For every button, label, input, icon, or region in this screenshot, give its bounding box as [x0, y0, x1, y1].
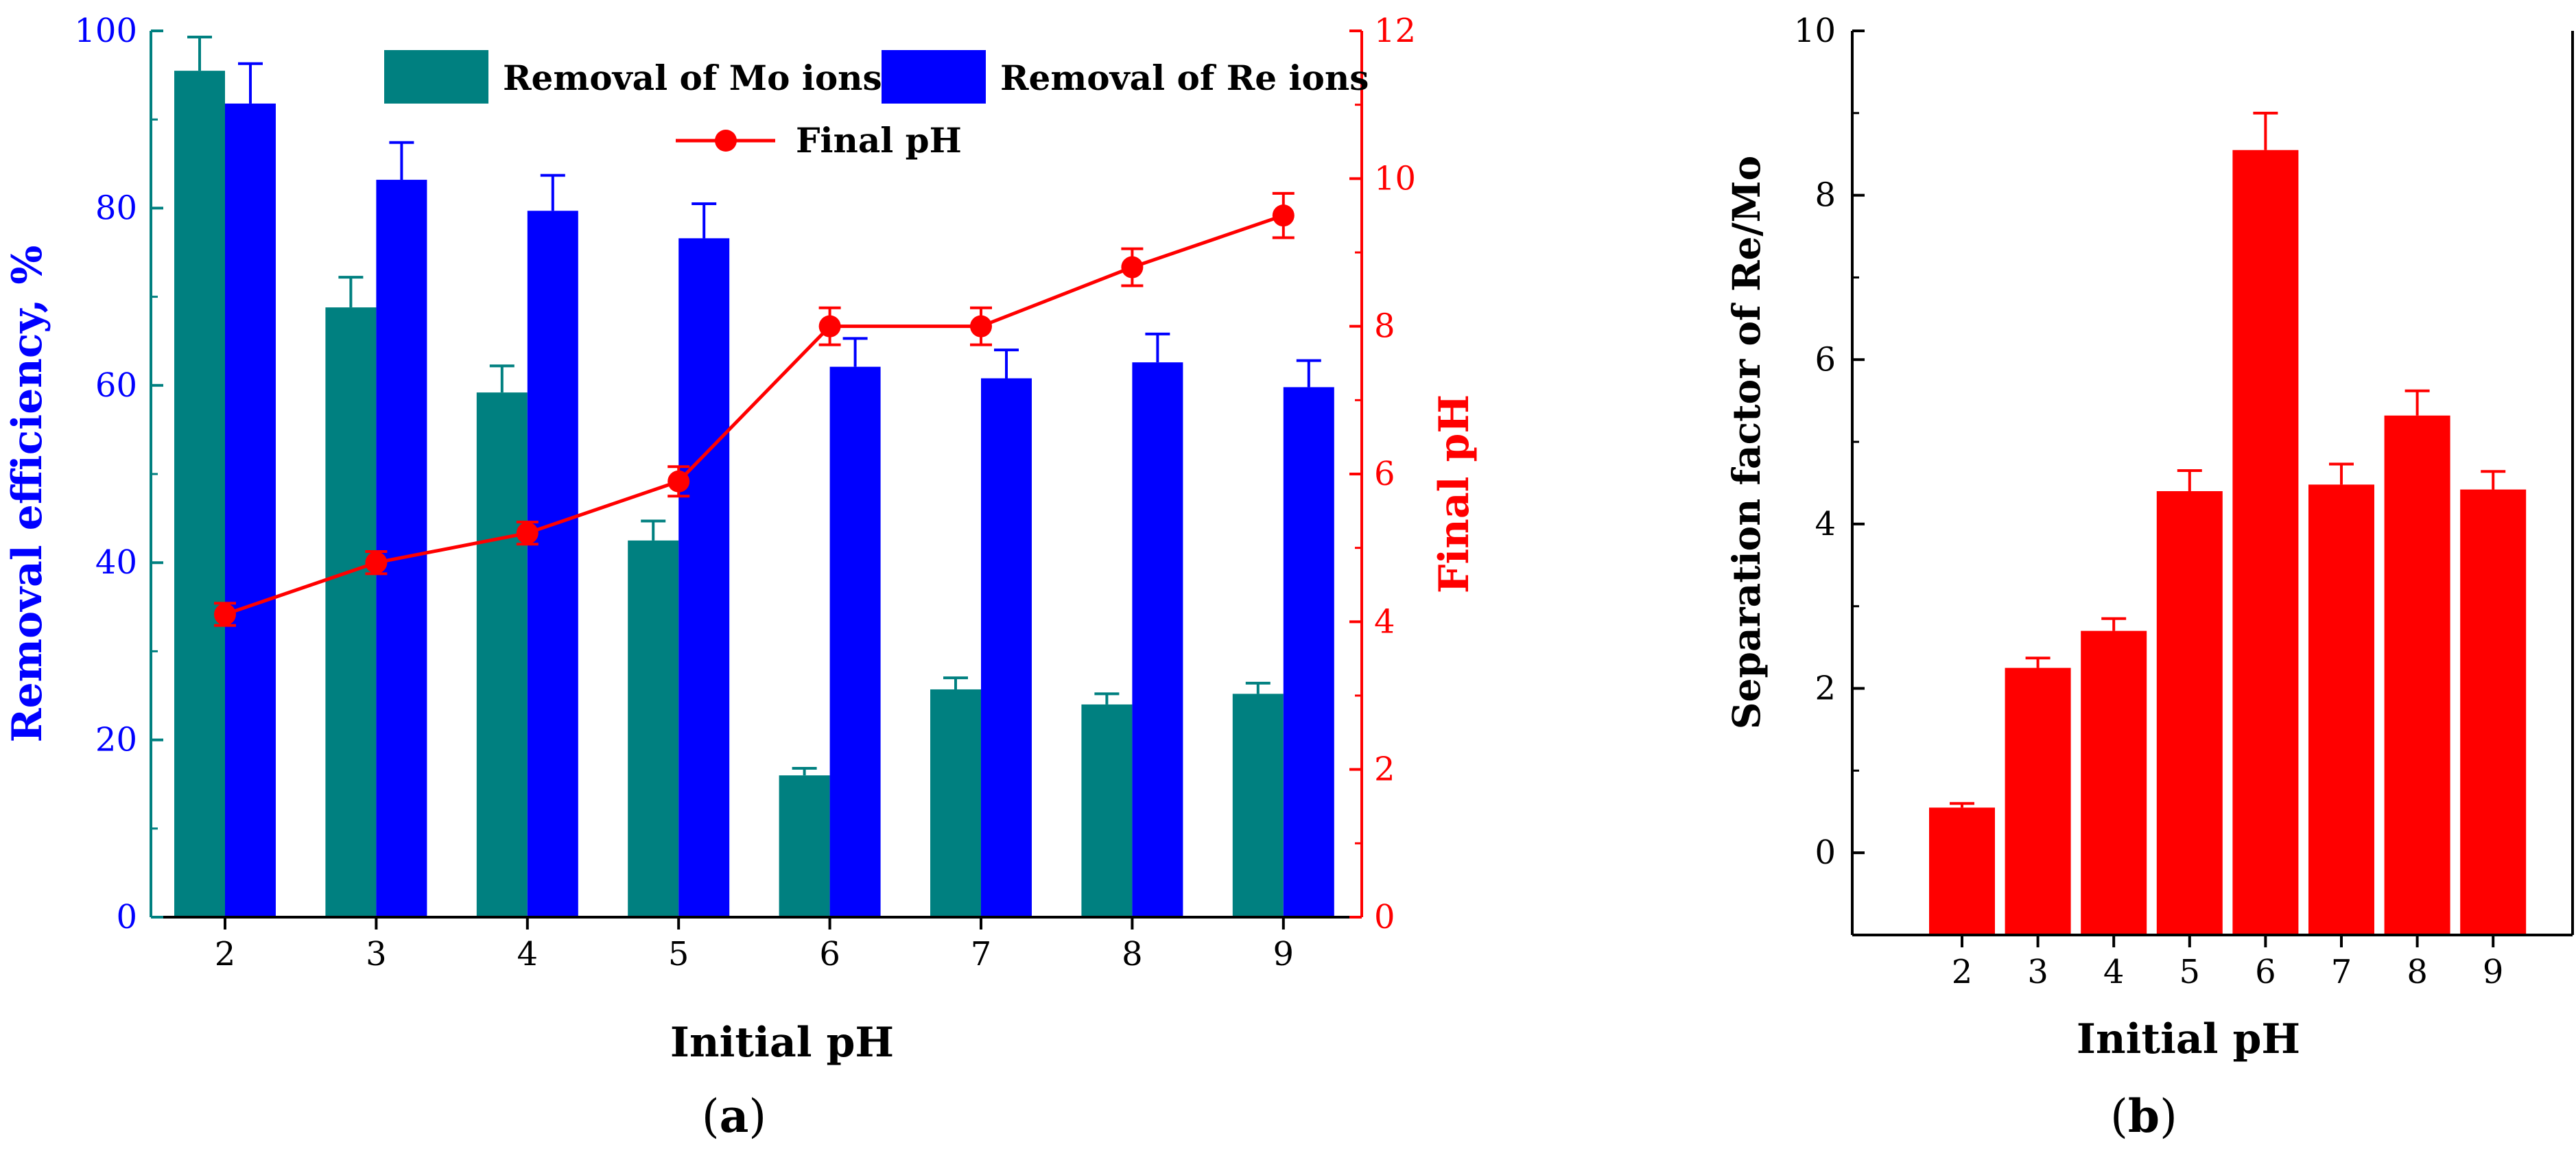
x-tick-label-a-3: 3	[366, 935, 387, 973]
re-bar-5	[678, 238, 730, 917]
x-tick-label-b-6: 6	[2255, 953, 2276, 991]
separation-bar-4	[2081, 630, 2147, 935]
re-bar-3	[376, 180, 427, 917]
panel-b-axes: 0 2 4 6 8 10 2 3 4 5 6 7 8 9	[1794, 12, 2574, 991]
y2-tick-label-a-6: 6	[1374, 455, 1395, 493]
y2-tick-label-a-8: 8	[1374, 307, 1395, 346]
y2-axis-title-a: Final pH	[1430, 394, 1478, 593]
ph-point-8	[1121, 256, 1144, 279]
ph-point-2	[214, 603, 236, 626]
mo-bar-3	[325, 307, 377, 917]
y2-tick-label-a-12: 12	[1374, 12, 1416, 50]
x-tick-label-a-9: 9	[1273, 935, 1295, 973]
separation-bar-3	[2005, 667, 2071, 935]
x-tick-label-a-5: 5	[668, 935, 689, 973]
x-tick-label-a-4: 4	[517, 935, 539, 973]
y2-tick-label-a-4: 4	[1374, 602, 1395, 641]
re-bar-9	[1283, 387, 1334, 917]
re-bar-6	[829, 366, 881, 917]
x-tick-label-b-3: 3	[2027, 953, 2048, 991]
panel-a-chart: 0 20 40 60 80 100 0 2 4 6 8 10 12 2 3 4 5 6 7 8 9 Removal of…	[3, 12, 1478, 1143]
re-bar-8	[1132, 362, 1183, 917]
y-tick-label-b-6: 6	[1815, 340, 1836, 379]
separation-bar-2	[1929, 807, 1995, 935]
legend-swatch-re	[882, 50, 986, 104]
x-tick-label-b-7: 7	[2331, 953, 2352, 991]
mo-bars	[174, 36, 1284, 917]
legend-label-mo: Removal of Mo ions	[503, 58, 882, 98]
x-tick-label-a-7: 7	[971, 935, 992, 973]
mo-bar-5	[628, 540, 679, 917]
mo-bar-8	[1081, 704, 1133, 917]
y2-tick-label-a-2: 2	[1374, 750, 1395, 789]
y-tick-label-a-60: 60	[95, 366, 137, 405]
x-tick-label-b-5: 5	[2179, 953, 2201, 991]
ph-point-4	[516, 522, 539, 545]
x-axis-title-b: Initial pH	[2077, 1015, 2300, 1063]
final-ph-series	[214, 191, 1295, 627]
x-tick-label-b-2: 2	[1952, 953, 1973, 991]
separation-bar-6	[2232, 150, 2299, 936]
ph-point-6	[818, 315, 841, 338]
x-tick-label-b-9: 9	[2483, 953, 2504, 991]
y-tick-label-b-8: 8	[1815, 176, 1836, 215]
ph-point-3	[365, 552, 388, 574]
ph-point-5	[667, 470, 690, 493]
re-bar-7	[981, 378, 1032, 917]
y2-tick-label-a-0: 0	[1374, 898, 1395, 936]
x-tick-label-b-8: 8	[2407, 953, 2428, 991]
re-bar-4	[527, 211, 578, 917]
y2-tick-label-a-10: 10	[1374, 159, 1416, 198]
x-tick-label-a-2: 2	[215, 935, 236, 973]
legend-label-ph: Final pH	[796, 120, 962, 161]
legend-label-re: Removal of Re ions	[1000, 58, 1369, 98]
x-tick-label-b-4: 4	[2103, 953, 2125, 991]
mo-bar-7	[930, 689, 981, 917]
y-tick-label-a-100: 100	[74, 12, 137, 50]
separation-bar-5	[2156, 490, 2223, 935]
y-tick-label-b-4: 4	[1815, 505, 1836, 543]
mo-bar-2	[174, 71, 225, 917]
legend-marker-ph	[715, 130, 737, 152]
y-axis-title-b: Separation factor of Re/Mo	[1724, 156, 1769, 729]
y-tick-label-a-0: 0	[116, 898, 137, 936]
legend: Removal of Mo ions Removal of Re ions Fi…	[384, 50, 1369, 161]
panel-label-a: (a)	[702, 1089, 766, 1143]
ph-point-7	[970, 315, 992, 338]
mo-bar-6	[779, 775, 830, 917]
re-bars	[225, 62, 1334, 918]
separation-factor-bars	[1929, 111, 2527, 936]
final-ph-line	[224, 213, 1284, 616]
y-tick-label-b-0: 0	[1815, 833, 1836, 872]
ph-point-9	[1272, 204, 1295, 227]
separation-bar-8	[2384, 415, 2450, 935]
panel-b-chart: 0 2 4 6 8 10 2 3 4 5 6 7 8 9 Initial pH Separation fa…	[1724, 12, 2574, 1143]
y-tick-label-b-10: 10	[1794, 12, 1836, 50]
legend-swatch-mo	[384, 50, 488, 104]
panel-a-axes: 0 20 40 60 80 100 0 2 4 6 8 10 12 2 3 4 5 6 7 8 9	[74, 12, 1416, 973]
separation-bar-9	[2460, 489, 2527, 935]
panel-label-b: (b)	[2110, 1089, 2177, 1143]
separation-bar-7	[2308, 484, 2374, 935]
y-tick-label-b-2: 2	[1815, 670, 1836, 708]
x-axis-title-a: Initial pH	[670, 1019, 894, 1067]
y-tick-label-a-80: 80	[95, 189, 137, 227]
re-bar-2	[225, 103, 276, 918]
x-tick-label-a-6: 6	[819, 935, 840, 973]
y-tick-label-a-20: 20	[95, 721, 137, 759]
mo-bar-9	[1232, 694, 1284, 917]
mo-bar-4	[476, 392, 528, 917]
y-axis-title-a: Removal efficiency, %	[3, 246, 51, 743]
y-tick-label-a-40: 40	[95, 543, 137, 582]
x-tick-label-a-8: 8	[1122, 935, 1143, 973]
